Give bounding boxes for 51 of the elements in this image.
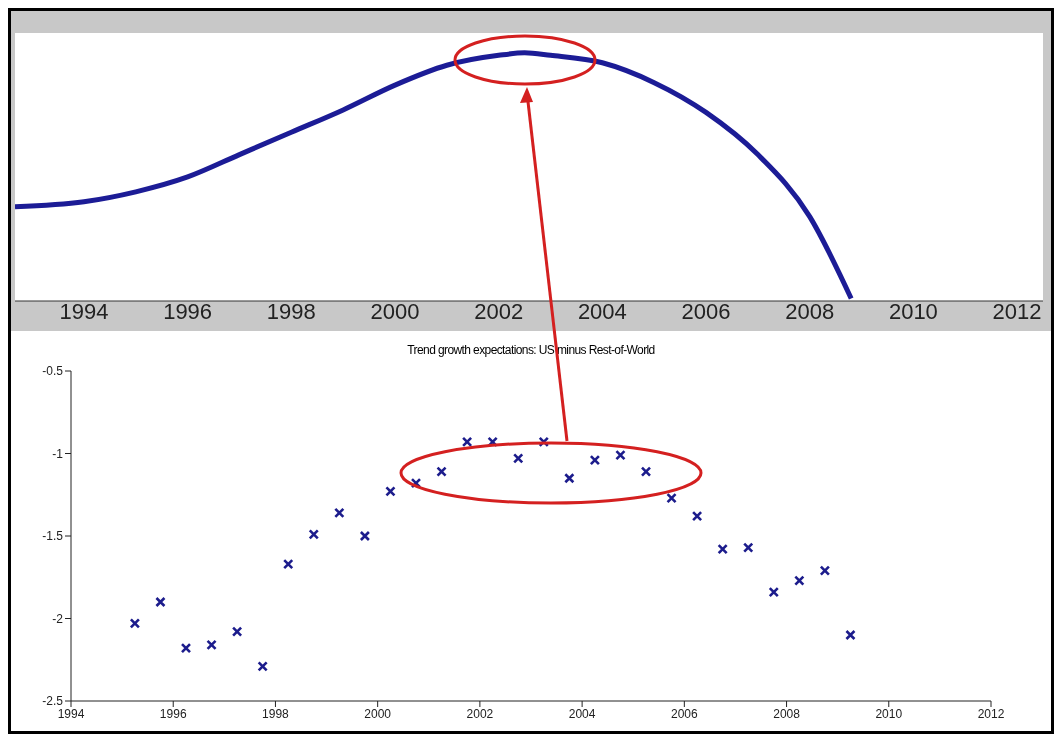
point — [334, 507, 345, 519]
x-tick-label: 2012 — [992, 298, 1042, 324]
x-tick-label: 2010 — [888, 298, 938, 324]
x-tick-label: 2004 — [568, 706, 596, 721]
point — [845, 629, 856, 641]
x-tick-label: 2006 — [670, 706, 698, 721]
x-tick-label: 2000 — [370, 298, 420, 324]
point — [615, 449, 626, 461]
point — [282, 558, 294, 570]
point — [231, 626, 243, 637]
point — [819, 565, 831, 576]
x-tick-label: 1996 — [163, 298, 213, 324]
x-tick-label: 2006 — [681, 298, 731, 324]
point — [794, 575, 805, 586]
point — [589, 454, 601, 466]
x-tick-label: 2004 — [577, 298, 627, 324]
y-tick-label: -2.5 — [42, 694, 64, 709]
point — [308, 529, 320, 540]
y-tick-label: -1 — [52, 446, 64, 461]
point — [768, 586, 780, 598]
point — [129, 618, 141, 629]
point — [206, 639, 217, 651]
x-tick-label: 2002 — [474, 298, 524, 324]
x-tick-label: 1994 — [57, 706, 85, 721]
point — [180, 642, 192, 654]
x-tick-label: 2012 — [977, 706, 1005, 721]
x-tick-label: 1998 — [262, 706, 290, 721]
x-tick-label: 1996 — [159, 706, 187, 721]
point — [257, 661, 268, 672]
y-tick-label: -2 — [52, 611, 64, 626]
x-tick-label: 2002 — [466, 706, 494, 721]
x-tick-label: 1998 — [266, 298, 316, 324]
x-tick-label: 2000 — [364, 706, 392, 721]
y-tick-label: -0.5 — [42, 364, 64, 379]
point — [717, 543, 728, 555]
point — [640, 466, 652, 477]
x-tick-label: 1994 — [59, 298, 109, 324]
x-tick-label: 2008 — [773, 706, 801, 721]
point — [564, 472, 575, 484]
point — [742, 542, 754, 553]
point — [155, 596, 166, 608]
y-tick-label: -1.5 — [42, 529, 64, 544]
point — [666, 492, 677, 504]
point — [512, 453, 524, 464]
point — [461, 436, 473, 448]
point — [385, 486, 396, 497]
x-tick-label: 2010 — [875, 706, 903, 721]
point — [436, 466, 447, 477]
point — [359, 530, 371, 542]
point — [691, 510, 703, 522]
x-tick-label: 2008 — [785, 298, 835, 324]
